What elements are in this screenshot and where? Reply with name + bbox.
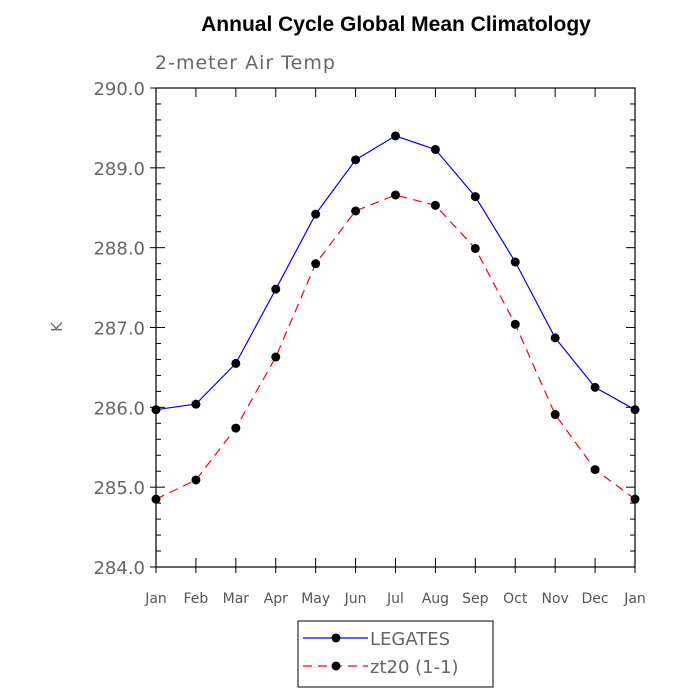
y-tick-label: 290.0 xyxy=(93,79,145,100)
y-tick-label: 285.0 xyxy=(93,478,145,499)
data-point-1 xyxy=(191,475,201,485)
y-axis-label: K xyxy=(48,321,66,332)
y-tick-label: 284.0 xyxy=(93,558,145,579)
x-tick-label: Jan xyxy=(623,591,646,607)
data-point-1 xyxy=(510,319,520,329)
series-line-0 xyxy=(155,135,636,411)
plot-frame xyxy=(155,87,636,568)
x-tick-labels: Jan Feb Mar Apr May Jun Jul Aug Sep Oct Nov Dec Jan xyxy=(144,591,646,607)
x-tick-label: Sep xyxy=(462,591,489,607)
data-point-0 xyxy=(550,333,560,343)
data-point-1 xyxy=(351,206,361,216)
data-point-0 xyxy=(311,209,321,219)
data-point-0 xyxy=(590,382,600,392)
data-point-1 xyxy=(470,243,480,253)
data-point-0 xyxy=(391,131,400,141)
data-point-1 xyxy=(391,190,400,200)
data-point-1 xyxy=(231,423,241,433)
data-point-1 xyxy=(630,494,640,504)
x-tick-label: Dec xyxy=(582,591,609,607)
legend-marker-zt20 xyxy=(331,661,341,671)
x-tick-label: Oct xyxy=(503,591,528,607)
x-tick-label: Feb xyxy=(184,591,209,607)
data-point-0 xyxy=(630,405,640,415)
data-point-0 xyxy=(231,358,241,368)
y-tick-label: 289.0 xyxy=(93,159,145,180)
y-tick-labels: 284.0 285.0 286.0 287.0 288.0 289.0 290.0 xyxy=(93,79,145,579)
legend-label-zt20: zt20 (1-1) xyxy=(370,657,459,678)
y-tick-label: 286.0 xyxy=(93,398,145,419)
data-point-1 xyxy=(430,200,440,210)
x-tick-label: Jul xyxy=(386,591,404,607)
chart-title: Annual Cycle Global Mean Climatology xyxy=(201,13,591,36)
data-point-1 xyxy=(271,352,281,362)
data-point-0 xyxy=(510,257,520,267)
data-point-0 xyxy=(430,144,440,154)
series-group xyxy=(151,131,640,504)
data-point-1 xyxy=(311,259,321,269)
x-tick-label: Nov xyxy=(542,591,569,607)
x-tick-label: Mar xyxy=(223,591,250,607)
data-point-0 xyxy=(151,405,161,415)
data-point-1 xyxy=(151,494,161,504)
x-tick-label: Jan xyxy=(144,591,167,607)
data-point-1 xyxy=(550,410,560,420)
data-point-0 xyxy=(191,399,201,409)
x-tick-label: Apr xyxy=(264,591,288,607)
y-tick-label: 288.0 xyxy=(93,239,145,260)
data-point-0 xyxy=(351,155,361,165)
legend-label-legates: LEGATES xyxy=(370,629,450,650)
chart-subtitle: 2-meter Air Temp xyxy=(155,52,336,74)
legend-marker-legates xyxy=(331,633,341,643)
x-tick-label: May xyxy=(301,591,330,607)
data-point-0 xyxy=(470,192,480,202)
legend: LEGATES zt20 (1-1) xyxy=(297,620,494,688)
x-tick-label: Jun xyxy=(344,591,367,607)
data-point-0 xyxy=(271,284,281,294)
data-point-1 xyxy=(590,465,600,475)
x-tick-label: Aug xyxy=(422,591,449,607)
legend-box xyxy=(297,620,494,688)
y-tick-label: 287.0 xyxy=(93,319,145,340)
axis-ticks xyxy=(150,87,636,573)
